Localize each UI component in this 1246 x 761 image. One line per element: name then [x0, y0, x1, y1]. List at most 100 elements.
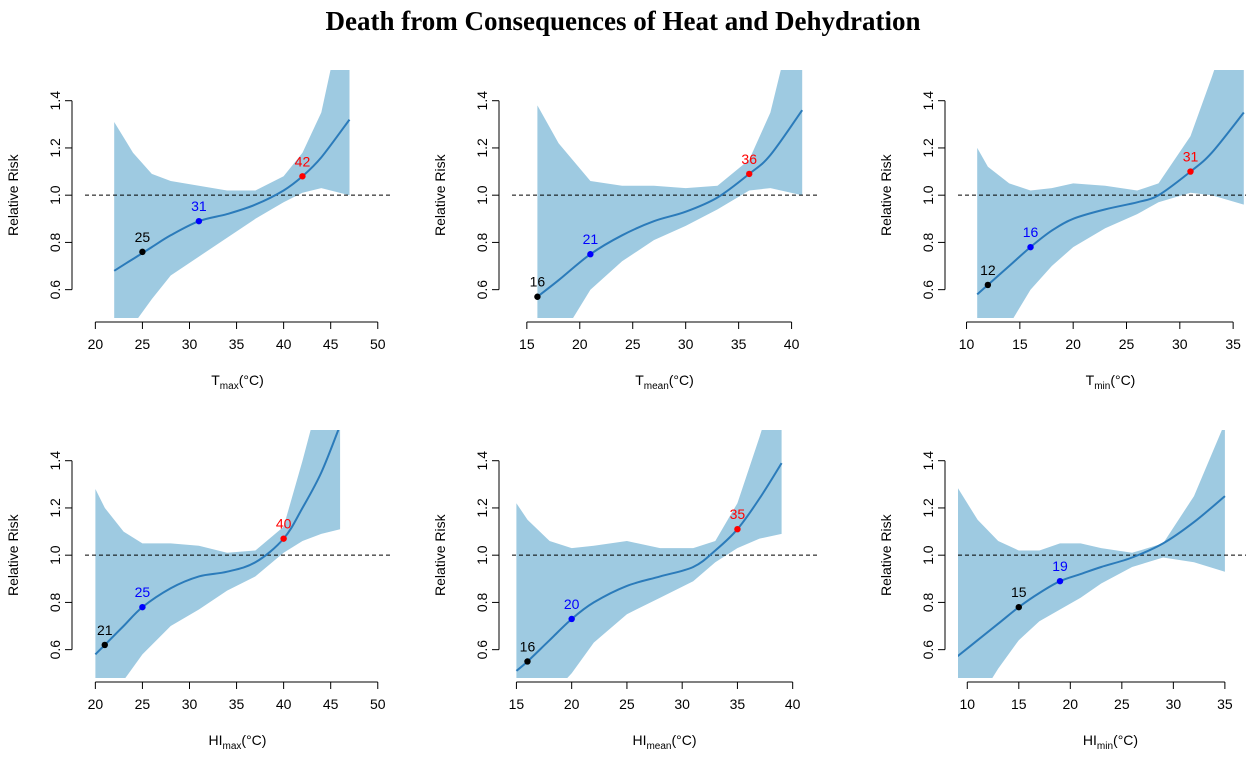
y-tick-label: 1.2	[474, 138, 490, 158]
x-tick-label: 35	[1225, 336, 1241, 352]
x-axis-label-unit: (°C)	[239, 372, 264, 388]
x-axis-label: HImin(°C)	[1083, 732, 1138, 752]
x-tick-label: 40	[276, 336, 292, 352]
point-label: 21	[583, 231, 599, 247]
x-tick-label: 30	[678, 336, 694, 352]
x-axis-label-base: T	[211, 372, 220, 388]
point-label: 25	[135, 229, 151, 245]
point-label: 36	[741, 151, 757, 167]
x-tick-label: 25	[1114, 696, 1130, 712]
x-tick-label: 35	[731, 336, 747, 352]
point-label: 40	[276, 516, 292, 532]
estimate-line	[94, 430, 340, 656]
marker-point	[534, 293, 541, 300]
y-tick-label: 1.4	[474, 451, 490, 471]
confidence-band	[537, 70, 803, 318]
marker-point	[568, 615, 575, 623]
x-axis-label-base: HI	[1083, 732, 1097, 748]
x-tick-label: 25	[135, 696, 151, 712]
x-tick-label: 15	[1011, 696, 1027, 712]
y-tick-label: 1.0	[474, 185, 490, 205]
plot-area	[512, 70, 817, 318]
marker-point	[139, 603, 146, 611]
x-axis-label-unit: (°C)	[1110, 372, 1135, 388]
y-tick-label: 0.6	[47, 280, 63, 300]
y-axis-label: Relative Risk	[878, 153, 894, 236]
y-tick-label: 0.8	[474, 592, 490, 612]
x-axis-label-sub: mean	[644, 381, 669, 392]
y-tick-label: 1.2	[47, 138, 63, 158]
marker-point	[195, 217, 203, 225]
x-tick-label: 45	[323, 336, 339, 352]
marker-point	[139, 248, 146, 256]
y-axis-label: Relative Risk	[5, 153, 21, 236]
x-tick-label: 25	[1119, 336, 1135, 352]
x-tick-label: 20	[1065, 336, 1081, 352]
y-tick-label: 1.4	[47, 91, 63, 111]
y-tick-label: 0.8	[920, 592, 936, 612]
x-tick-label: 25	[625, 336, 641, 352]
x-tick-label: 35	[1217, 696, 1233, 712]
estimate-line	[536, 109, 804, 298]
plot-area	[512, 430, 817, 678]
plot-area	[85, 70, 390, 318]
point-label: 16	[520, 638, 536, 654]
confidence-band	[114, 70, 350, 318]
x-tick-label: 35	[229, 696, 245, 712]
x-tick-label: 15	[519, 336, 535, 352]
y-tick-label: 1.0	[920, 545, 936, 565]
x-tick-label: 40	[784, 336, 800, 352]
confidence-band	[516, 430, 782, 678]
x-tick-label: 35	[730, 696, 746, 712]
y-tick-label: 1.2	[920, 498, 936, 518]
y-axis-label: Relative Risk	[5, 513, 21, 596]
x-tick-label: 10	[959, 696, 975, 712]
point-label: 16	[1023, 224, 1039, 240]
x-tick-label: 45	[323, 696, 339, 712]
plot-area	[85, 430, 390, 678]
x-axis-label-sub: max	[220, 381, 239, 392]
x-axis-label-unit: (°C)	[241, 732, 266, 748]
estimate-line	[958, 495, 1226, 658]
y-tick-label: 0.8	[474, 232, 490, 252]
y-axis-label: Relative Risk	[432, 513, 448, 596]
marker-point	[1187, 168, 1194, 175]
y-tick-label: 1.0	[474, 545, 490, 565]
y-tick-label: 1.2	[920, 138, 936, 158]
y-tick-label: 1.4	[920, 451, 936, 471]
y-tick-label: 1.0	[47, 545, 63, 565]
marker-point	[524, 658, 531, 665]
x-tick-label: 20	[572, 336, 588, 352]
y-tick-label: 1.4	[474, 91, 490, 111]
point-label: 15	[1011, 584, 1027, 600]
y-tick-label: 1.2	[474, 498, 490, 518]
marker-point	[1015, 603, 1022, 611]
x-axis-label-unit: (°C)	[1113, 732, 1138, 748]
x-axis-label: HImax(°C)	[209, 732, 267, 752]
x-tick-label: 25	[619, 696, 635, 712]
x-tick-label: 15	[509, 696, 525, 712]
marker-point	[984, 281, 992, 289]
y-axis-label: Relative Risk	[432, 153, 448, 236]
plot-area	[958, 70, 1246, 318]
estimate-line	[113, 119, 351, 272]
x-axis-label: HImean(°C)	[632, 732, 696, 752]
marker-point	[280, 535, 287, 542]
x-tick-label: 10	[959, 336, 975, 352]
point-label: 19	[1052, 558, 1068, 574]
x-tick-label: 25	[135, 336, 151, 352]
x-axis-label-base: T	[1086, 372, 1095, 388]
marker-point	[734, 526, 741, 533]
x-axis-label-unit: (°C)	[669, 372, 694, 388]
point-label: 21	[97, 622, 113, 638]
y-tick-label: 0.8	[47, 232, 63, 252]
confidence-band	[977, 70, 1244, 318]
point-label: 12	[980, 262, 996, 278]
x-tick-label: 50	[370, 696, 386, 712]
x-axis-label-base: T	[635, 372, 644, 388]
y-tick-label: 1.4	[47, 451, 63, 471]
point-label: 35	[730, 506, 746, 522]
panel: 12 16 31 10 15 20 25 30 35 Tmin(°C) 0.6 0.8 1.0 1.2 1.…	[878, 70, 1246, 392]
marker-point	[101, 641, 108, 649]
